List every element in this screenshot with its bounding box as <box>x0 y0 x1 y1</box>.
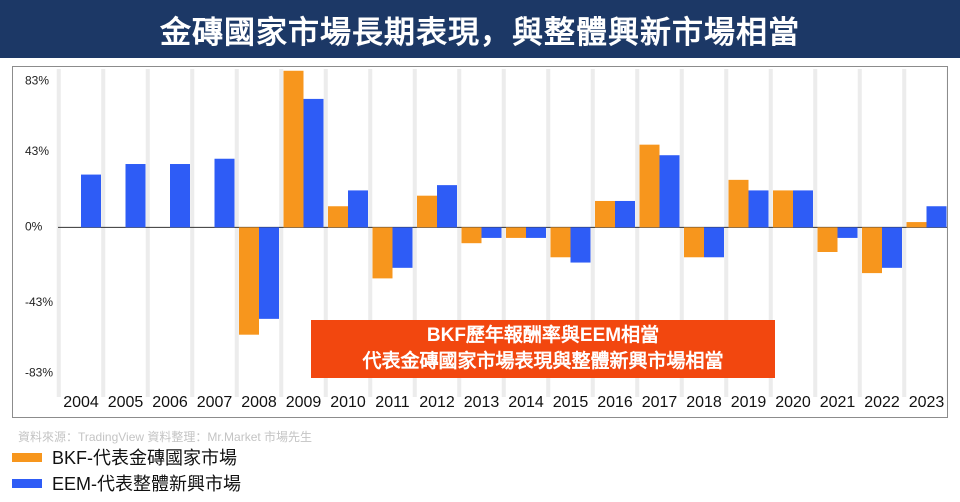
y-tick-label: 43% <box>25 144 49 158</box>
vertical-gridline <box>679 69 684 397</box>
bar-bkf-2013 <box>461 227 482 244</box>
x-tick-label: 2010 <box>330 394 366 411</box>
bar-eem-2013 <box>481 227 502 238</box>
vertical-gridline <box>56 69 61 397</box>
bar-eem-2021 <box>837 227 858 238</box>
vertical-gridline <box>590 69 595 397</box>
bar-bkf-2020 <box>773 190 793 228</box>
vertical-gridline <box>501 69 506 397</box>
vertical-gridline <box>368 69 373 397</box>
legend-item-bkf: BKF-代表金磚國家市場 <box>12 446 237 468</box>
x-tick-label: 2009 <box>286 394 322 411</box>
bar-bkf-2021 <box>817 227 838 252</box>
bar-chart: 83% 43% 0% -43% -83% 2004 2005 2006 2007 2008 2009… <box>25 69 947 411</box>
x-tick-label: 2020 <box>775 394 811 411</box>
bar-bkf-2014 <box>506 227 526 238</box>
bar-eem-2017 <box>659 155 680 228</box>
x-tick-label: 2016 <box>597 394 633 411</box>
x-tick-label: 2017 <box>642 394 678 411</box>
vertical-gridline <box>768 69 773 397</box>
bar-bkf-2011 <box>372 227 393 279</box>
x-tick-label: 2012 <box>419 394 455 411</box>
bar-bkf-2023 <box>906 222 927 228</box>
bar-bkf-2012 <box>417 195 437 228</box>
vertical-gridline <box>101 69 106 397</box>
vertical-gridline <box>813 69 818 397</box>
x-tick-label: 2023 <box>909 394 945 411</box>
bar-bkf-2018 <box>684 227 704 258</box>
x-tick-label: 2007 <box>197 394 233 411</box>
bar-eem-2020 <box>793 190 813 228</box>
vertical-gridline <box>457 69 462 397</box>
x-tick-label: 2006 <box>152 394 188 411</box>
x-tick-label: 2019 <box>731 394 767 411</box>
bar-eem-2005 <box>125 164 146 228</box>
bar-eem-2014 <box>526 227 546 238</box>
bar-eem-2009 <box>303 98 324 228</box>
y-tick-label: -83% <box>25 366 53 380</box>
bar-bkf-2022 <box>862 227 882 274</box>
vertical-gridline <box>190 69 195 397</box>
bar-eem-2006 <box>170 164 190 228</box>
legend-item-eem: EEM-代表整體新興市場 <box>12 472 241 494</box>
page-title: 金磚國家市場長期表現，與整體興新市場相當 <box>160 14 800 50</box>
x-tick-label: 2018 <box>686 394 722 411</box>
legend-swatch-bkf <box>12 452 42 462</box>
vertical-gridline <box>323 69 328 397</box>
bar-bkf-2010 <box>328 206 348 228</box>
x-tick-label: 2015 <box>553 394 589 411</box>
x-tick-label: 2021 <box>820 394 856 411</box>
bar-bkf-2015 <box>550 227 571 258</box>
x-tick-label: 2008 <box>241 394 277 411</box>
legend-label-eem: EEM-代表整體新興市場 <box>52 474 241 494</box>
bar-eem-2011 <box>392 227 413 268</box>
bar-eem-2008 <box>259 227 279 319</box>
vertical-gridline <box>635 69 640 397</box>
bar-bkf-2019 <box>728 179 749 228</box>
bar-eem-2012 <box>437 185 457 228</box>
bar-bkf-2017 <box>639 144 660 228</box>
bar-eem-2007 <box>214 158 235 228</box>
y-tick-label: -43% <box>25 295 53 309</box>
bar-eem-2010 <box>348 190 368 228</box>
bar-eem-2004 <box>81 174 101 228</box>
vertical-gridline <box>234 69 239 397</box>
bar-eem-2023 <box>926 206 947 228</box>
y-tick-label: 83% <box>25 73 49 87</box>
bar-eem-2018 <box>704 227 724 258</box>
callout-line-2: 代表金磚國家市場表現與整體新興市場相當 <box>362 351 724 372</box>
x-tick-label: 2014 <box>508 394 544 411</box>
bar-eem-2015 <box>570 227 591 263</box>
bar-eem-2016 <box>615 200 635 228</box>
legend-label-bkf: BKF-代表金磚國家市場 <box>52 448 238 468</box>
source-note: 資料來源：TradingView 資料整理：Mr.Market 市場先生 <box>18 430 313 444</box>
vertical-gridline <box>279 69 284 397</box>
vertical-gridline <box>145 69 150 397</box>
vertical-gridline <box>724 69 729 397</box>
x-tick-label: 2022 <box>864 394 900 411</box>
vertical-gridline <box>857 69 862 397</box>
vertical-gridline <box>902 69 907 397</box>
x-tick-label: 2011 <box>375 394 410 411</box>
bar-bkf-2008 <box>239 227 259 335</box>
legend-swatch-eem <box>12 478 42 488</box>
title-banner: 金磚國家市場長期表現，與整體興新市場相當 <box>0 0 960 58</box>
x-tick-label: 2005 <box>108 394 144 411</box>
vertical-gridline <box>546 69 551 397</box>
bar-bkf-2009 <box>283 70 304 228</box>
bar-eem-2019 <box>748 190 769 228</box>
bar-bkf-2016 <box>595 200 615 228</box>
y-tick-label: 0% <box>25 220 43 234</box>
callout-box: BKF歷年報酬率與EEM相當 代表金磚國家市場表現與整體新興市場相當 <box>311 320 775 378</box>
callout-line-1: BKF歷年報酬率與EEM相當 <box>426 325 660 346</box>
vertical-gridline <box>412 69 417 397</box>
x-tick-label: 2004 <box>63 394 99 411</box>
bar-eem-2022 <box>882 227 902 268</box>
x-tick-label: 2013 <box>464 394 500 411</box>
